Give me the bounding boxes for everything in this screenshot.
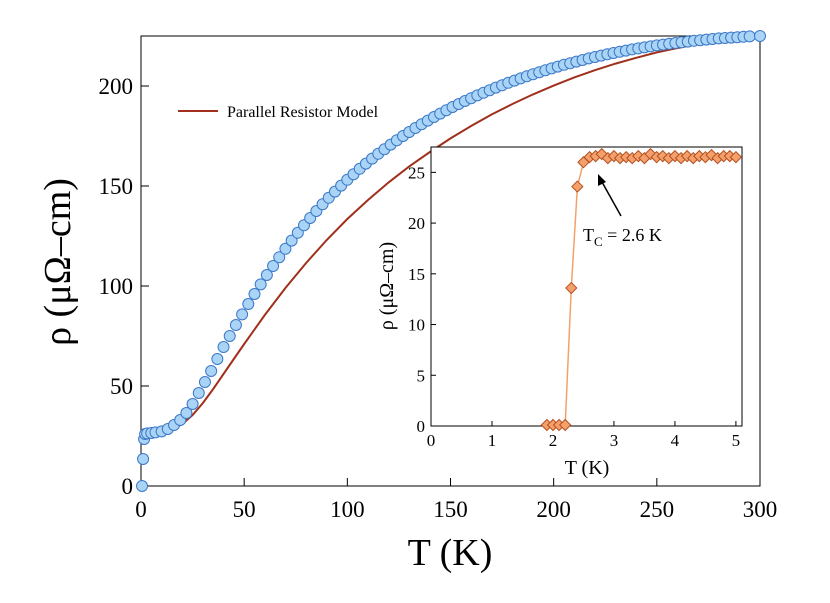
main-y-axis-label: ρ (μΩ–cm) [37,178,79,346]
legend: Parallel Resistor Model [178,104,379,121]
inset-x-tick-label: 1 [488,431,497,450]
inset-y-tick-label: 10 [408,316,425,335]
inset-x-tick-label: 4 [671,431,680,450]
tc-annotation-text: TC = 2.6 K [583,225,662,249]
main-x-tick-label: 250 [640,497,675,522]
main-data-point [236,308,249,321]
main-y-tick-label: 150 [99,174,134,199]
main-data-point [223,330,236,342]
inset-x-tick-label: 5 [732,431,741,450]
main-data-point [137,453,150,465]
inset-y-tick-label: 0 [417,417,426,436]
main-x-tick-label: 150 [433,497,468,522]
main-fit-line [145,34,761,435]
tc-annotation-sub: C [594,234,603,249]
inset-points-group [540,147,743,432]
main-data-point [285,234,298,247]
tc-arrow-head [598,174,606,186]
main-data-point [205,365,218,377]
inset-data-point [729,150,743,164]
tc-annotation-main: T [583,225,594,245]
main-x-tick-label: 200 [536,497,571,522]
main-x-tick-label: 100 [330,497,365,522]
main-fit-line-group [145,34,761,435]
inset-y-tick-label: 20 [408,214,425,233]
inset-data-point [571,180,584,193]
main-data-point [248,288,261,300]
inset-background [431,147,742,426]
inset-y-tick-label: 25 [408,163,425,182]
inset-y-axis-label: ρ (μΩ–cm) [376,242,398,330]
main-data-point [229,319,242,331]
inset-y-tick-label: 15 [408,265,425,284]
main-data-point [260,269,273,281]
main-data-point [211,353,224,365]
inset-x-tick-label: 0 [427,431,436,450]
main-data-point [254,278,267,291]
tc-arrow-shaft [601,181,622,217]
main-x-tick-label: 300 [743,497,778,522]
main-y-tick-label: 100 [99,274,134,299]
inset-y-ticks: 0 5 10 15 20 25 [408,163,436,436]
main-data-point [754,30,766,42]
main-x-axis-label: T (K) [408,532,493,574]
main-y-tick-label: 200 [99,74,134,99]
main-data-point [186,398,199,410]
main-data-point [273,251,286,264]
main-data-point [180,407,193,419]
main-y-tick-label: 0 [122,474,134,499]
tc-annotation: TC = 2.6 K [583,174,662,249]
inset-y-tick-label: 5 [417,366,426,385]
main-points-group [136,30,766,492]
main-data-point [217,341,230,353]
inset-data-point [565,281,578,295]
main-data-point [192,387,205,399]
inset-plot-frame [430,146,743,427]
inset-x-tick-label: 3 [610,431,619,450]
main-data-point [198,376,211,388]
main-data-point [136,480,149,492]
main-data-point [242,298,255,310]
main-x-tick-label: 0 [135,497,147,522]
tc-annotation-rest: = 2.6 K [603,225,662,245]
main-y-ticks: 0 50 100 150 200 [99,74,149,499]
legend-label: Parallel Resistor Model [227,104,379,121]
inset-x-tick-label: 2 [549,431,558,450]
main-data-point [267,260,280,272]
main-x-ticks: 0 50 100 150 200 250 300 [135,478,777,522]
main-data-point [279,242,292,255]
main-y-tick-label: 50 [110,374,133,399]
inset-x-axis-label: T (K) [565,457,610,479]
main-x-tick-label: 50 [233,497,256,522]
inset-data-point [558,418,572,432]
main-data-point [743,30,756,43]
